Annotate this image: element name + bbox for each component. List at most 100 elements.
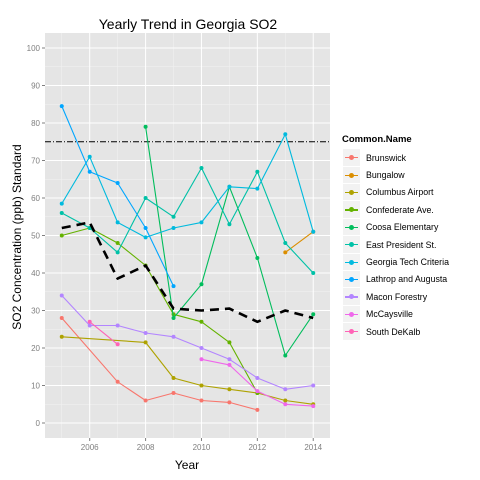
legend-label-lathrop-and-augusta: Lathrop and Augusta xyxy=(366,274,448,285)
x-tick-label: 2012 xyxy=(248,443,266,452)
data-point-georgia-tech-criteria xyxy=(171,226,176,230)
legend-key-south-dekalb xyxy=(342,322,361,342)
data-point-east-president-st xyxy=(227,222,232,227)
legend-item-georgia-tech-criteria: Georgia Tech Criteria xyxy=(342,252,476,272)
legend-key-east-president-st xyxy=(342,235,361,255)
legend-key-georgia-tech-criteria xyxy=(342,252,361,272)
legend-item-macon-forestry: Macon Forestry xyxy=(342,287,476,307)
x-tick-label: 2014 xyxy=(304,443,322,452)
data-point-bungalow xyxy=(283,250,288,255)
data-point-brunswick xyxy=(255,407,260,412)
data-point-mccaysville xyxy=(227,362,232,367)
data-point-confederate-ave xyxy=(227,340,232,345)
legend-label-confederate-ave: Confederate Ave. xyxy=(366,204,434,215)
legend-label-coosa-elementary: Coosa Elementary xyxy=(366,222,439,233)
data-point-macon-forestry xyxy=(143,331,148,335)
data-point-mccaysville xyxy=(311,404,316,409)
data-point-confederate-ave xyxy=(199,319,204,324)
series-macon-forestry xyxy=(59,293,316,392)
series-georgia-tech-criteria xyxy=(59,132,316,240)
legend-item-mccaysville: McCaysville xyxy=(342,304,476,324)
grid-major xyxy=(45,33,330,438)
data-point-east-president-st xyxy=(143,196,148,200)
y-axis: 0 10 20 30 40 50 60 70 80 90 100 xyxy=(27,44,45,428)
data-point-brunswick xyxy=(171,391,176,395)
y-tick-label: 50 xyxy=(31,232,40,241)
data-point-brunswick xyxy=(59,316,64,320)
series-brunswick xyxy=(59,316,260,412)
data-point-mccaysville xyxy=(255,389,260,394)
data-point-columbus-airport xyxy=(283,398,288,403)
y-tick-label: 10 xyxy=(31,382,40,391)
data-point-coosa-elementary xyxy=(283,353,288,358)
data-point-georgia-tech-criteria xyxy=(143,235,148,240)
legend-item-columbus-airport: Columbus Airport xyxy=(342,182,476,202)
y-tick-label: 30 xyxy=(31,307,40,316)
legend-items: Brunswick Bungalow Columbus Airport Confede… xyxy=(342,148,476,342)
legend-item-lathrop-and-augusta: Lathrop and Augusta xyxy=(342,269,476,289)
legend-key-lathrop-and-augusta xyxy=(342,269,361,289)
series-south-dekalb xyxy=(87,319,120,347)
data-point-macon-forestry xyxy=(283,387,288,392)
data-point-georgia-tech-criteria xyxy=(255,186,260,191)
data-point-coosa-elementary xyxy=(171,316,176,320)
data-point-georgia-tech-criteria xyxy=(59,201,64,206)
data-point-east-president-st xyxy=(255,169,260,174)
x-tick-label: 2010 xyxy=(193,443,211,452)
data-point-brunswick xyxy=(227,400,232,405)
data-point-columbus-airport xyxy=(199,383,204,388)
legend-item-bungalow: Bungalow xyxy=(342,165,476,185)
data-point-lathrop-and-augusta xyxy=(115,181,120,185)
legend-label-south-dekalb: South DeKalb xyxy=(366,326,421,337)
data-point-georgia-tech-criteria xyxy=(227,184,232,189)
data-point-east-president-st xyxy=(115,250,120,255)
legend-label-bungalow: Bungalow xyxy=(366,170,405,181)
data-point-macon-forestry xyxy=(59,293,64,298)
data-point-east-president-st xyxy=(199,166,204,170)
legend-item-south-dekalb: South DeKalb xyxy=(342,322,476,342)
legend-label-macon-forestry: Macon Forestry xyxy=(366,291,428,302)
data-point-columbus-airport xyxy=(59,334,64,339)
data-point-coosa-elementary xyxy=(199,282,204,287)
data-point-lathrop-and-augusta xyxy=(143,226,148,230)
data-point-macon-forestry xyxy=(171,334,176,339)
data-point-east-president-st xyxy=(283,241,288,245)
data-point-coosa-elementary xyxy=(311,312,316,317)
y-tick-label: 20 xyxy=(31,344,40,353)
legend-label-brunswick: Brunswick xyxy=(366,152,407,163)
data-point-east-president-st xyxy=(311,271,316,275)
series-line-overall-trend xyxy=(61,221,314,324)
data-point-brunswick xyxy=(199,398,204,403)
series-line-macon-forestry xyxy=(61,295,314,390)
legend-item-confederate-ave: Confederate Ave. xyxy=(342,200,476,220)
data-point-macon-forestry xyxy=(311,383,316,388)
data-point-columbus-airport xyxy=(227,387,232,392)
data-point-mccaysville xyxy=(199,357,204,362)
data-point-east-president-st xyxy=(171,214,176,219)
data-point-columbus-airport xyxy=(143,340,148,345)
x-axis: 2006 2008 2010 2012 2014 xyxy=(81,438,323,452)
series-line-south-dekalb xyxy=(89,321,118,345)
data-point-east-president-st xyxy=(59,211,64,215)
y-axis-label: SO2 Concentration (ppb) Standard xyxy=(10,144,24,329)
series-lathrop-and-augusta xyxy=(59,104,176,289)
series-line-east-president-st xyxy=(61,167,314,274)
legend-key-columbus-airport xyxy=(342,182,361,202)
data-point-confederate-ave xyxy=(59,233,64,238)
data-point-south-dekalb xyxy=(87,319,92,324)
y-tick-label: 80 xyxy=(31,119,40,128)
data-point-lathrop-and-augusta xyxy=(59,104,64,109)
legend-label-east-president-st: East President St. xyxy=(366,239,437,250)
data-point-confederate-ave xyxy=(115,241,120,245)
legend-key-macon-forestry xyxy=(342,287,361,307)
legend-item-east-president-st: East President St. xyxy=(342,235,476,255)
data-point-brunswick xyxy=(115,379,120,384)
series-layer xyxy=(59,104,316,412)
data-point-georgia-tech-criteria xyxy=(115,220,120,225)
legend-key-confederate-ave xyxy=(342,200,361,220)
legend-label-columbus-airport: Columbus Airport xyxy=(366,187,434,198)
data-point-macon-forestry xyxy=(87,323,92,328)
series-line-bungalow xyxy=(284,231,314,253)
data-point-georgia-tech-criteria xyxy=(87,154,92,159)
